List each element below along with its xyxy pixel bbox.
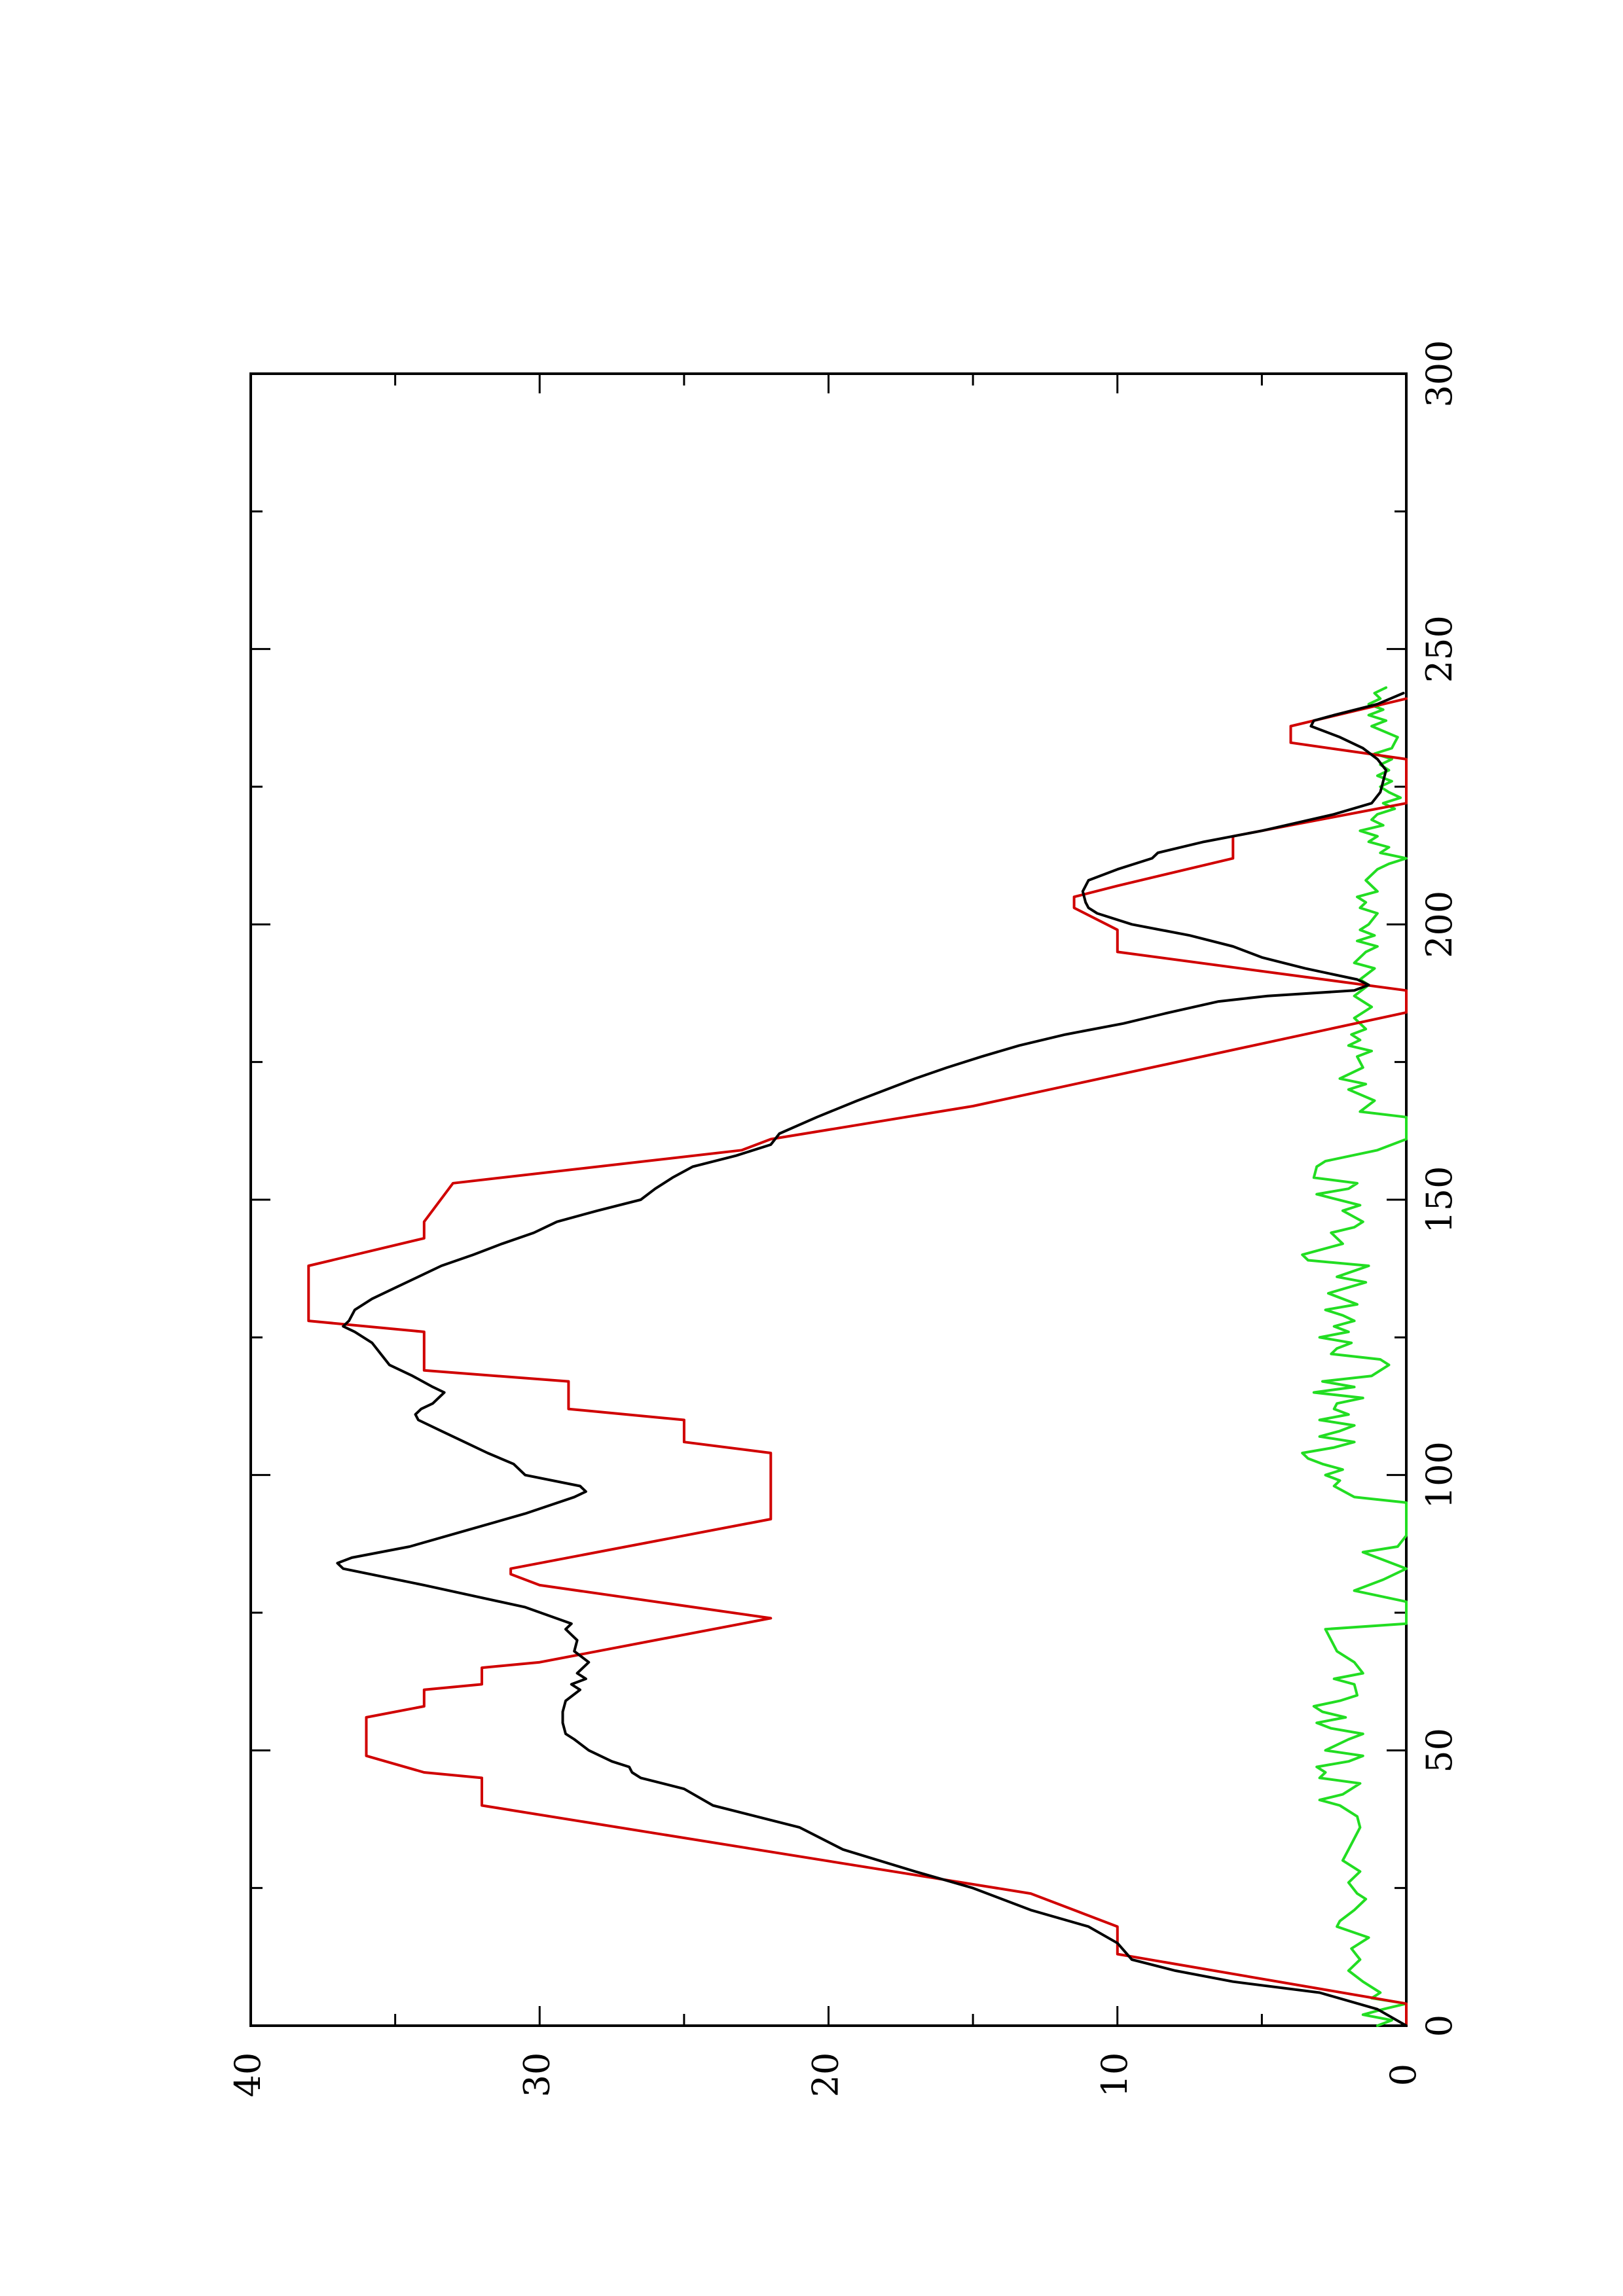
x-tick-label: 50 — [1419, 1728, 1460, 1773]
y-tick-label: 30 — [516, 2053, 557, 2098]
x-tick-label: 250 — [1419, 615, 1460, 683]
y-tick-label: 20 — [805, 2053, 847, 2098]
x-tick-label: 300 — [1419, 340, 1460, 407]
axis-ticks — [249, 372, 1408, 2027]
y-tick-label: 0 — [1383, 2064, 1424, 2086]
plot-frame — [249, 372, 1408, 2027]
x-tick-label: 200 — [1419, 891, 1460, 958]
y-tick-label: 40 — [227, 2053, 268, 2098]
tick-labels: 0 50 100 150 200 250 300 0 10 20 30 40 — [227, 340, 1460, 2097]
series-lines — [307, 686, 1408, 2027]
series-line-1 — [307, 697, 1408, 2027]
x-tick-label: 150 — [1419, 1166, 1460, 1233]
y-tick-label: 10 — [1094, 2053, 1135, 2098]
x-tick-label: 0 — [1419, 2015, 1460, 2037]
x-tick-label: 100 — [1419, 1441, 1460, 1509]
series-line-0 — [336, 692, 1408, 2027]
series-line-2 — [1301, 686, 1408, 2027]
